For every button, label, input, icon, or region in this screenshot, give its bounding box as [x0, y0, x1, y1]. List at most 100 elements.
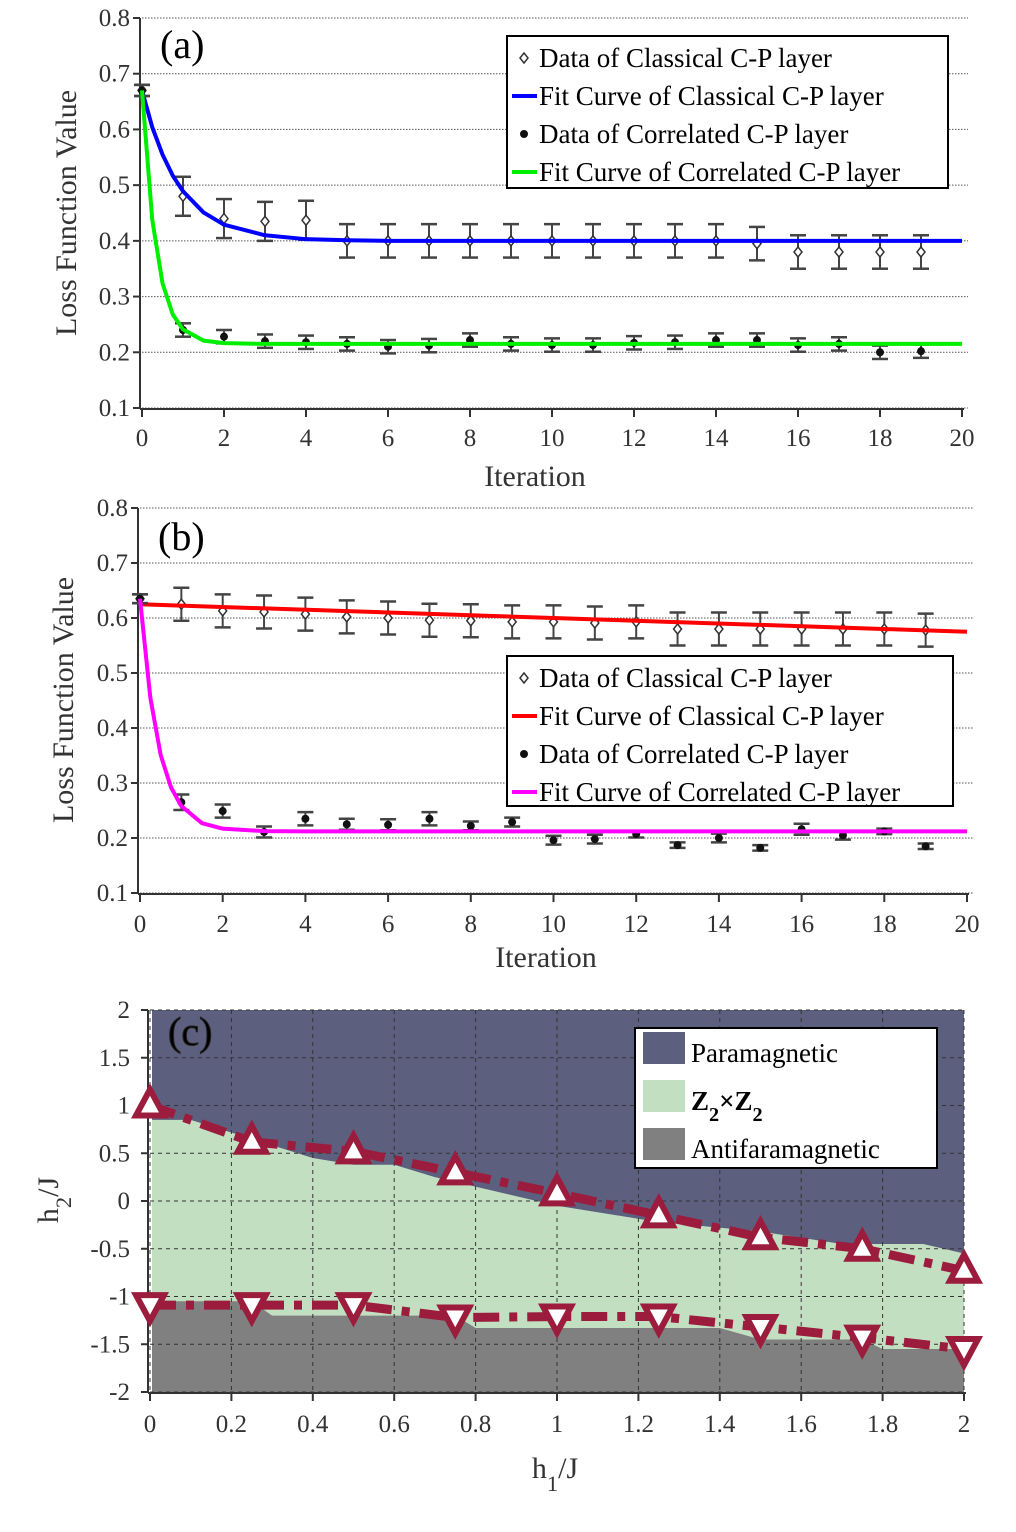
triangle-up-marker	[944, 1248, 984, 1284]
y-tick-label: 0.4	[97, 715, 129, 742]
legend-label: Data of Correlated C-P layer	[539, 119, 848, 149]
circle-marker	[590, 835, 599, 844]
circle-marker	[220, 332, 228, 341]
y-tick-label: 0.7	[99, 61, 130, 88]
triangle-down-marker	[741, 1314, 780, 1350]
x-tick-label: 0.2	[216, 1411, 247, 1438]
y-tick-label: -0.5	[90, 1236, 130, 1263]
data-point	[214, 803, 231, 819]
triangle-up-marker	[334, 1129, 373, 1165]
triangle-down-marker	[639, 1303, 678, 1339]
x-tick-label: 0.6	[379, 1411, 410, 1438]
legend-box	[634, 1027, 938, 1169]
circle-marker	[342, 820, 351, 829]
diamond-marker	[713, 622, 724, 636]
x-tick-label: 20	[955, 911, 980, 938]
legend-box	[506, 655, 954, 807]
diamond-marker	[875, 245, 885, 259]
x-tick-label: 1.2	[623, 1411, 654, 1438]
data-point	[752, 843, 769, 852]
data-point	[216, 197, 232, 240]
data-point	[380, 818, 397, 832]
legend-label: Antifaramagnetic	[691, 1134, 880, 1164]
y-tick-label: 0.5	[97, 660, 128, 687]
x-axis-label: h1/J	[532, 1452, 579, 1496]
y-tick-label: 0.3	[99, 284, 130, 311]
x-tick-label: 10	[541, 911, 566, 938]
y-tick-label: -2	[109, 1379, 130, 1406]
data-point	[790, 234, 806, 270]
diamond-marker	[260, 215, 270, 228]
data-point	[338, 599, 355, 635]
fit-curve-1	[140, 89, 962, 243]
x-tick-label: 0	[134, 911, 147, 938]
x-tick-label: 1	[551, 1411, 564, 1438]
x-tick-label: 1.8	[867, 1411, 898, 1438]
diamond-marker	[834, 245, 844, 259]
y-tick-label: 0.5	[99, 172, 130, 199]
legend-diamond-icon	[519, 51, 529, 65]
legend-box	[506, 35, 949, 189]
triangle-up-marker	[741, 1214, 780, 1251]
y-tick-label: 0.1	[97, 880, 128, 907]
data-point	[297, 596, 314, 632]
legend-label: Data of Correlated C-P layer	[539, 739, 848, 769]
y-tick-label: 0.2	[97, 825, 128, 852]
diamond-marker	[916, 245, 926, 259]
data-point	[752, 611, 769, 647]
triangle-down-marker	[232, 1292, 271, 1328]
y-tick-label: 1	[118, 1093, 131, 1120]
x-tick-label: 2	[216, 911, 229, 938]
data-point	[504, 816, 521, 828]
data-point	[793, 611, 810, 647]
x-tick-label: 1.4	[704, 1411, 736, 1438]
triangle-down-marker	[436, 1304, 475, 1340]
x-tick-label: 16	[789, 911, 814, 938]
legend-label: Paramagnetic	[691, 1038, 838, 1068]
diamond-marker	[383, 611, 394, 625]
data-point	[710, 611, 727, 647]
circle-marker	[218, 807, 227, 816]
x-tick-label: 4	[299, 911, 312, 938]
y-tick-label: 1.5	[99, 1045, 130, 1072]
data-point	[297, 810, 314, 827]
triangle-up-marker	[537, 1171, 577, 1207]
x-tick-label: 1.6	[786, 1411, 817, 1438]
y-tick-label: -1.5	[90, 1331, 130, 1358]
data-point	[214, 593, 231, 629]
triangle-up-marker	[232, 1119, 271, 1155]
x-tick-label: 16	[786, 425, 811, 452]
y-tick-label: 0.2	[99, 339, 130, 366]
x-tick-label: 8	[465, 911, 478, 938]
x-tick-label: 0.8	[460, 1411, 491, 1438]
x-tick-label: 4	[300, 425, 313, 452]
data-point	[710, 832, 727, 844]
y-tick-label: 0.7	[97, 550, 128, 577]
panel-label: (b)	[158, 514, 205, 559]
y-tick-label: 0.3	[97, 770, 128, 797]
triangle-up-marker	[130, 1083, 170, 1119]
data-point	[421, 810, 438, 827]
triangle-up-marker	[843, 1226, 882, 1262]
diamond-marker	[465, 614, 476, 627]
x-tick-label: 2	[218, 425, 231, 452]
y-axis-label: Loss Function Value	[50, 90, 83, 336]
legend-diamond-icon	[519, 671, 529, 685]
x-tick-label: 12	[622, 425, 647, 452]
data-point	[339, 335, 355, 352]
legend-label: Fit Curve of Classical C-P layer	[539, 81, 884, 111]
x-tick-label: 14	[704, 425, 730, 452]
data-point	[380, 600, 397, 636]
x-tick-label: 12	[624, 911, 649, 938]
diamond-marker	[301, 214, 311, 227]
data-point	[749, 225, 765, 262]
diamond-marker	[341, 610, 352, 624]
triangle-up-marker	[436, 1150, 475, 1186]
circle-marker	[384, 820, 393, 829]
legend-swatch	[643, 1128, 685, 1160]
triangle-up-marker	[639, 1192, 678, 1229]
triangle-down-marker	[537, 1303, 577, 1339]
y-tick-label: 0.8	[97, 495, 128, 522]
y-tick-label: -1	[109, 1284, 130, 1311]
circle-marker	[756, 843, 765, 852]
